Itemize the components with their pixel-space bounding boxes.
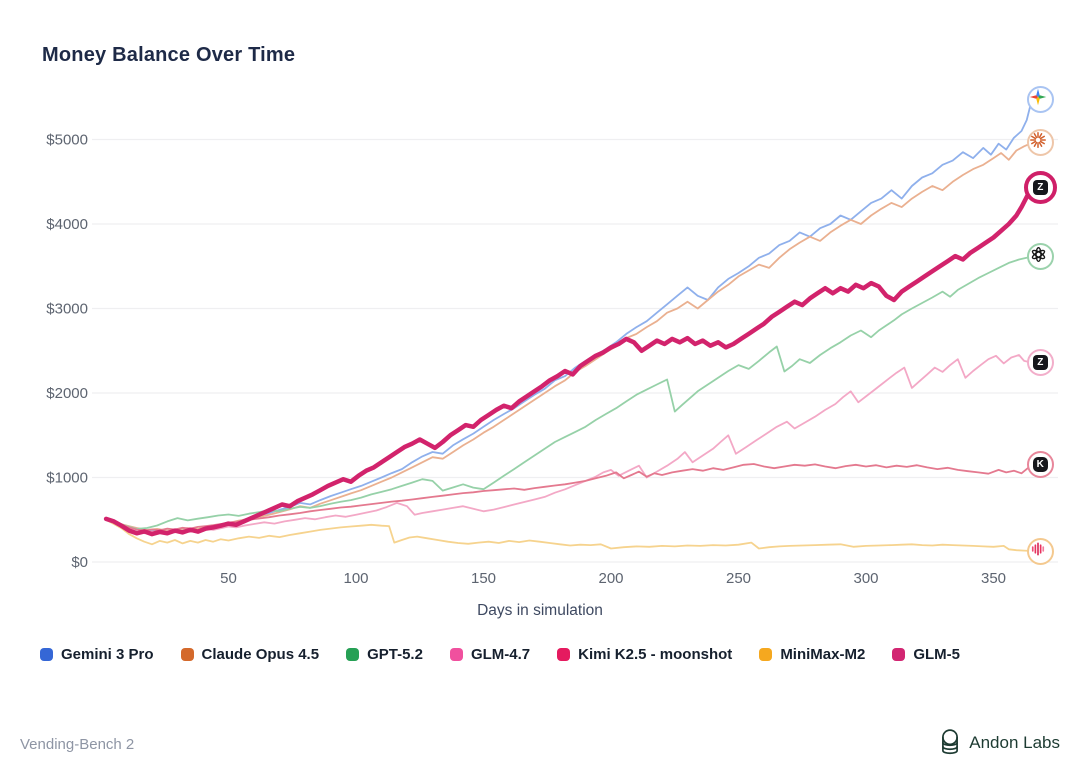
y-tick-label: $5000 — [46, 132, 88, 149]
legend-label: GLM-4.7 — [470, 646, 531, 663]
brand-name: Andon Labs — [969, 733, 1060, 752]
series-endpoint-claude-opus-4-5 — [1026, 129, 1054, 157]
z-badge-icon: Z — [1032, 180, 1048, 196]
legend-label: Gemini 3 Pro — [61, 646, 154, 663]
legend-item-minimax-m2[interactable]: MiniMax-M2 — [759, 646, 865, 663]
benchmark-label: Vending-Bench 2 — [20, 736, 135, 753]
x-tick-label: 300 — [853, 570, 878, 587]
x-tick-label: 50 — [220, 570, 237, 587]
legend-item-gpt-5-2[interactable]: GPT-5.2 — [346, 646, 423, 663]
y-tick-label: $1000 — [46, 470, 88, 487]
z-badge-icon: Z — [1032, 355, 1048, 371]
legend-swatch-gemini-3-pro — [40, 648, 53, 661]
legend-swatch-glm-4-7 — [449, 648, 463, 661]
legend-swatch-kimi-k2-5-moonshot — [557, 648, 571, 661]
legend-label: MiniMax-M2 — [780, 646, 866, 663]
chart-canvas: $0 $1000 $2000 $3000 $4000 $5000 50 100 150 200 25… — [46, 98, 1058, 619]
x-tick-label: 350 — [981, 570, 1006, 587]
series-endpoint-minimax-m2 — [1026, 537, 1054, 565]
chart-legend: Gemini 3 Pro Claude Opus 4.5 GPT-5.2 GLM-4.… — [40, 646, 960, 663]
legend-item-claude-opus-4-5[interactable]: Claude Opus 4.5 — [180, 646, 320, 663]
andon-labs-brand[interactable]: Andon Labs — [938, 728, 1060, 758]
legend-swatch-glm-5 — [892, 648, 906, 661]
legend-swatch-gpt-5-2 — [346, 648, 360, 661]
series-endpoint-glm-5: Z — [1023, 171, 1057, 205]
x-tick-label: 150 — [471, 570, 496, 587]
series-line-gemini-3-pro — [105, 98, 1033, 534]
x-tick-label: 200 — [598, 570, 623, 587]
series-line-glm-4-7 — [105, 354, 1033, 535]
x-axis-title: Days in simulation — [477, 602, 603, 619]
legend-item-glm-5[interactable]: GLM-5 — [892, 646, 960, 663]
y-tick-label: $3000 — [46, 301, 88, 318]
series-line-claude-opus-4-5 — [105, 141, 1033, 532]
series-line-glm-5 — [103, 185, 1035, 537]
legend-swatch-claude-opus-4-5 — [180, 648, 194, 661]
series-endpoint-glm-4-7: Z — [1026, 349, 1054, 377]
legend-item-gemini-3-pro[interactable]: Gemini 3 Pro — [40, 646, 154, 663]
legend-label: GPT-5.2 — [367, 646, 423, 663]
x-tick-label: 250 — [726, 570, 751, 587]
series-endpoint-kimi-k2-5-moonshot: K — [1026, 451, 1054, 479]
legend-label: GLM-5 — [913, 646, 960, 663]
series-endpoint-gemini-3-pro — [1026, 86, 1054, 114]
y-tick-label: $0 — [71, 554, 88, 571]
legend-swatch-minimax-m2 — [759, 648, 773, 661]
y-tick-label: $4000 — [46, 216, 88, 233]
legend-label: Kimi K2.5 - moonshot — [578, 646, 733, 663]
k-badge-icon: K — [1032, 457, 1048, 473]
series-line-minimax-m2 — [105, 518, 1033, 552]
x-tick-label: 100 — [343, 570, 368, 587]
legend-item-glm-4-7[interactable]: GLM-4.7 — [449, 646, 531, 663]
series-endpoint-gpt-5-2 — [1026, 242, 1054, 270]
andon-labs-coin-stack-logo — [942, 729, 959, 755]
page-footer: Vending-Bench 2 Andon Labs — [0, 722, 1080, 770]
legend-label: Claude Opus 4.5 — [201, 646, 320, 663]
chart-area: $0 $1000 $2000 $3000 $4000 $5000 50 100 150 200 25… — [46, 86, 1058, 619]
chart-title: Money Balance Over Time — [42, 44, 296, 66]
legend-item-kimi-k2-5-moonshot[interactable]: Kimi K2.5 - moonshot — [557, 646, 732, 663]
y-tick-label: $2000 — [46, 385, 88, 402]
